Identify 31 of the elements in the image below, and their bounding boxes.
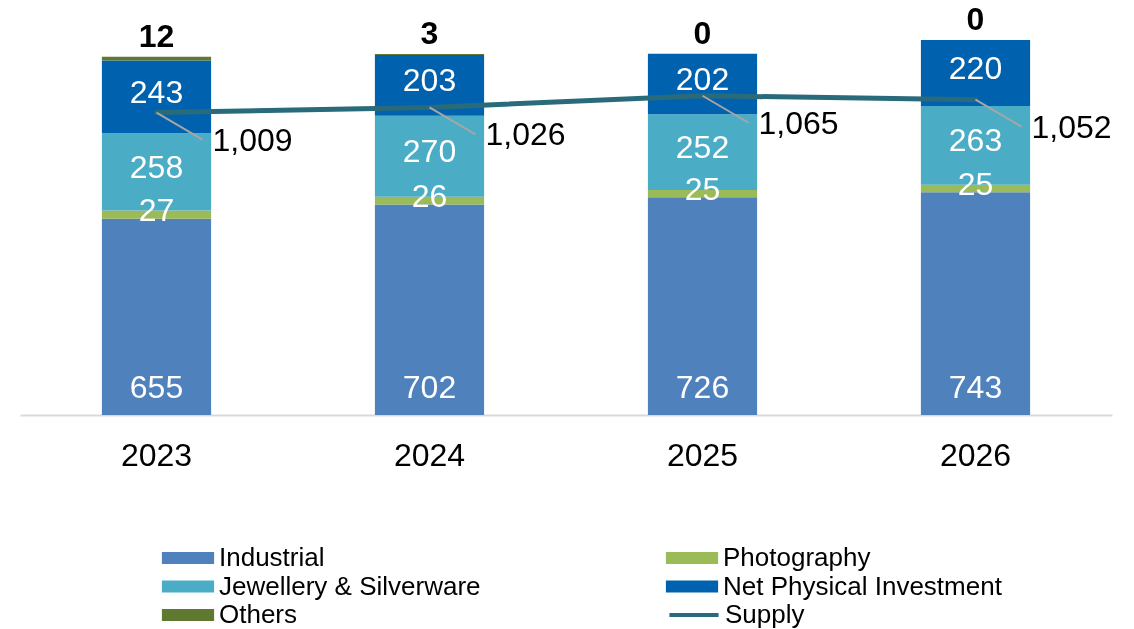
data-label: 270 xyxy=(402,133,457,170)
data-label: 1,026 xyxy=(485,116,566,153)
legend-label: Jewellery & Silverware xyxy=(219,570,481,601)
data-label: 655 xyxy=(129,369,184,405)
data-label: 27 xyxy=(138,191,175,228)
data-label: 726 xyxy=(675,369,730,405)
legend-label: Others xyxy=(219,599,298,629)
data-label: 258 xyxy=(129,148,184,185)
x-tick-label: 2024 xyxy=(393,436,466,473)
data-label: 202 xyxy=(675,61,730,98)
data-label: 263 xyxy=(948,122,1003,159)
legend-label: Net Physical Investment xyxy=(723,570,1003,601)
data-label: 1,009 xyxy=(212,121,293,158)
data-label: 1,065 xyxy=(758,104,839,141)
data-label: 0 xyxy=(693,14,712,51)
x-tick-label: 2023 xyxy=(120,436,193,473)
legend-label: Photography xyxy=(723,542,871,572)
data-label: 220 xyxy=(948,49,1003,86)
data-label: 3 xyxy=(420,15,439,52)
data-label: 252 xyxy=(675,129,730,166)
data-label: 702 xyxy=(402,369,457,405)
data-label: 743 xyxy=(948,369,1003,405)
data-label: 243 xyxy=(129,73,184,110)
data-label: 0 xyxy=(966,1,985,37)
data-label: 12 xyxy=(138,17,175,54)
data-label: 203 xyxy=(402,62,457,99)
legend-label: Supply xyxy=(725,599,805,629)
x-tick-label: 2026 xyxy=(939,436,1012,473)
legend-label: Industrial xyxy=(219,542,325,572)
data-label: 1,052 xyxy=(1031,108,1112,145)
x-tick-label: 2025 xyxy=(666,436,739,473)
